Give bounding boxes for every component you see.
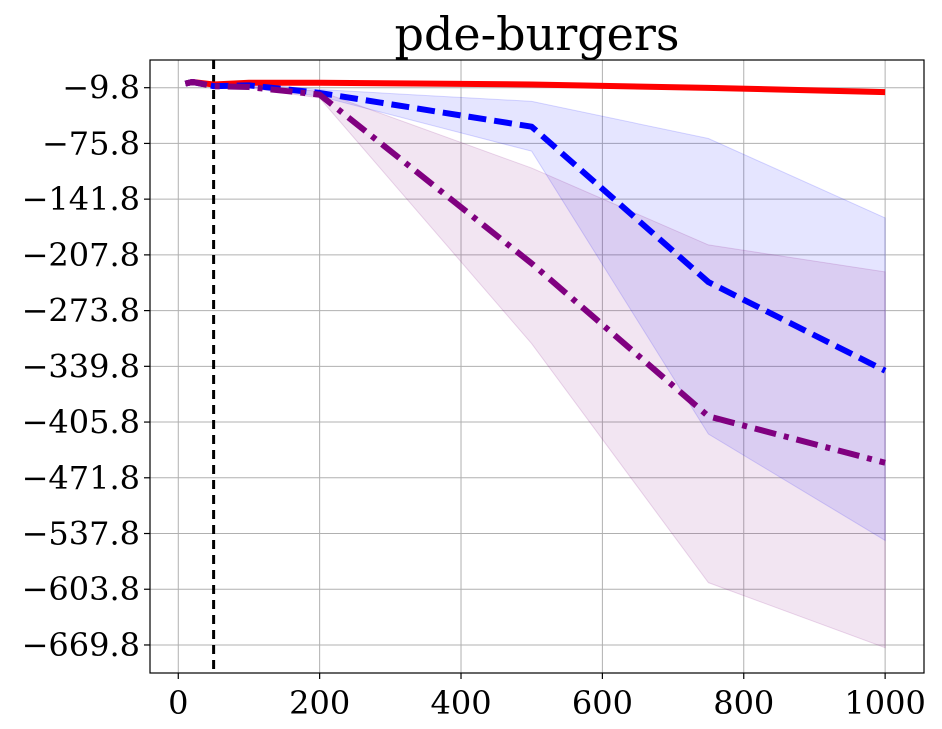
- series-lines: [184, 78, 887, 466]
- x-tick-label: 0: [168, 684, 188, 722]
- y-tick-label: −75.8: [42, 124, 140, 162]
- y-tick-label: −471.8: [22, 459, 140, 497]
- x-tick-label: 800: [713, 684, 774, 722]
- series-band-2: [185, 81, 886, 649]
- x-tick-label: 200: [289, 684, 350, 722]
- y-tick-label: −669.8: [22, 626, 140, 664]
- x-axis-ticks: 0 200 400 600 800 1000: [168, 673, 926, 722]
- x-tick-label: 1000: [844, 684, 925, 722]
- y-tick-label: −603.8: [22, 570, 140, 608]
- x-tick-label: 400: [430, 684, 491, 722]
- y-tick-label: −405.8: [22, 403, 140, 441]
- y-tick-label: −9.8: [62, 69, 140, 107]
- grid: [150, 60, 924, 673]
- y-tick-label: −537.8: [22, 515, 140, 553]
- y-axis-ticks: −9.8 −75.8 −141.8 −207.8 −273.8 −339.8 −405.8 −…: [22, 69, 150, 664]
- series-line-2: [184, 78, 886, 466]
- chart-title: pde-burgers: [395, 7, 680, 61]
- y-tick-label: −207.8: [22, 236, 140, 274]
- y-tick-label: −273.8: [22, 292, 140, 330]
- confidence-bands: [185, 81, 886, 649]
- y-tick-label: −339.8: [22, 347, 140, 385]
- x-tick-label: 600: [572, 684, 633, 722]
- y-tick-label: −141.8: [22, 180, 140, 218]
